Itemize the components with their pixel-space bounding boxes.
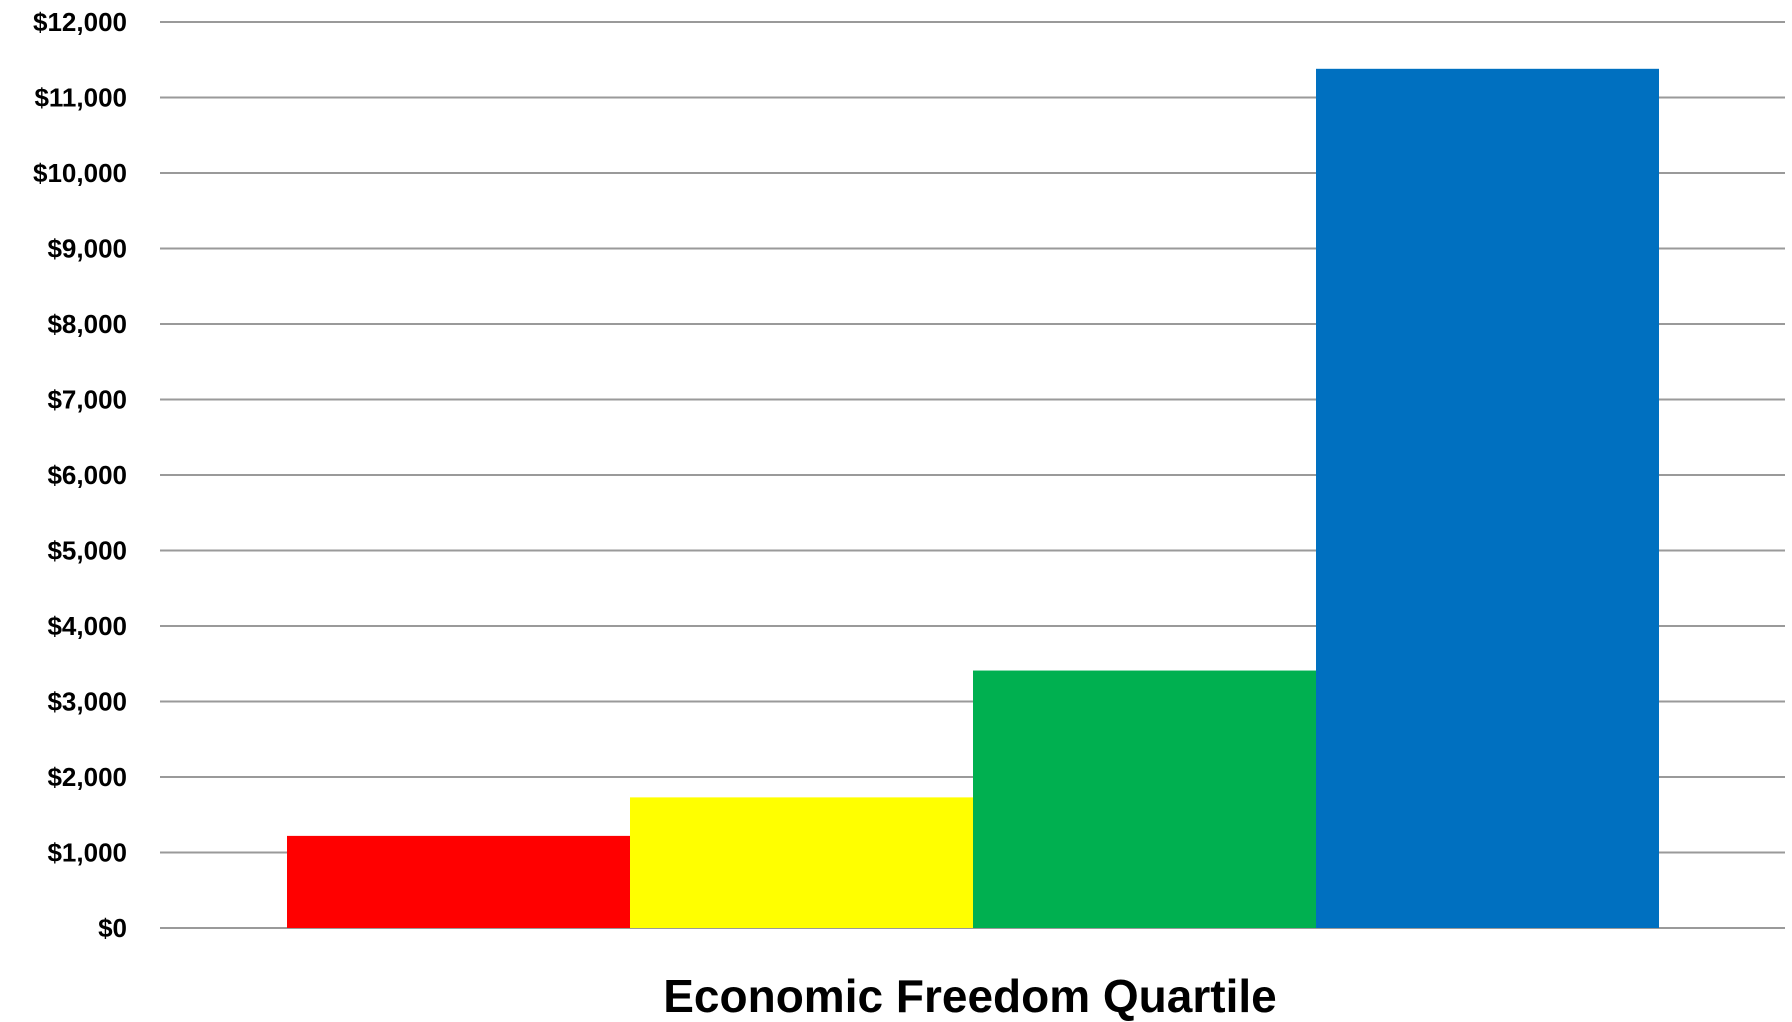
y-tick-label: $0 xyxy=(98,913,127,943)
y-tick-label: $7,000 xyxy=(47,385,127,415)
y-tick-label: $10,000 xyxy=(33,158,127,188)
y-tick-label: $3,000 xyxy=(47,687,127,717)
bar-quartile-4 xyxy=(1316,68,1659,928)
y-tick-label: $11,000 xyxy=(34,83,127,113)
y-tick-label: $6,000 xyxy=(47,460,127,490)
y-axis-tick-labels: $0 $1,000 $2,000 $3,000 $4,000 $5,000 $6,000 $7… xyxy=(33,7,127,943)
bar-quartile-3 xyxy=(973,670,1316,928)
y-tick-label: $8,000 xyxy=(47,309,127,339)
x-axis-title: Economic Freedom Quartile xyxy=(663,970,1276,1022)
y-tick-label: $12,000 xyxy=(33,7,127,37)
bar-quartile-2 xyxy=(630,797,973,928)
y-tick-label: $9,000 xyxy=(47,234,127,264)
y-tick-label: $2,000 xyxy=(47,762,127,792)
bar-quartile-1 xyxy=(287,835,630,928)
bars xyxy=(287,68,1659,928)
y-tick-label: $4,000 xyxy=(47,611,127,641)
y-tick-label: $1,000 xyxy=(47,838,127,868)
y-tick-label: $5,000 xyxy=(47,536,127,566)
